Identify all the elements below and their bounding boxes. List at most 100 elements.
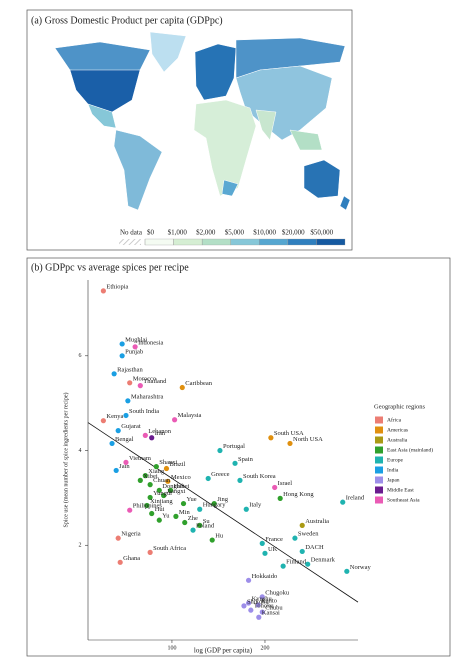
point-label: Australia — [305, 518, 329, 525]
point-label: Zhe — [188, 515, 198, 522]
point — [173, 513, 179, 519]
point-label: Spain — [238, 456, 254, 463]
point-label: Nigeria — [121, 531, 141, 538]
legend-swatch — [375, 486, 383, 494]
point-label: Mexico — [171, 474, 191, 481]
point — [119, 341, 125, 347]
point — [132, 344, 138, 350]
panel-b-frame — [26, 257, 451, 657]
no-data-swatch — [119, 239, 141, 245]
point-label: South Africa — [153, 545, 186, 552]
panel-b-title: (b) GDPpc vs average spices per recipe — [31, 262, 189, 273]
point-label: Morocco — [133, 375, 156, 382]
colorbar-tick-label: $20,000 — [282, 229, 305, 237]
point — [119, 353, 125, 359]
point — [209, 537, 215, 543]
point — [197, 506, 203, 512]
point — [142, 432, 148, 438]
colorbar-bin — [144, 238, 174, 246]
point — [137, 477, 143, 483]
point-label: Gujarat — [121, 423, 141, 430]
trend-line — [87, 422, 359, 603]
colorbar-tick-label: $10,000 — [253, 229, 276, 237]
point — [100, 418, 106, 424]
point — [344, 568, 350, 574]
point — [305, 561, 311, 567]
legend-label: Middle East — [387, 487, 414, 493]
point — [243, 506, 249, 512]
point — [163, 465, 170, 472]
legend-label: Americas — [387, 427, 408, 433]
point — [156, 517, 162, 523]
legend-label: East Asia (mainland) — [387, 446, 433, 453]
point-label: Chubu — [265, 605, 283, 612]
point-label: Kansai — [262, 610, 280, 617]
point-label: Vietnam — [129, 455, 151, 462]
point-label: Tohoku — [254, 603, 275, 610]
point-label: South USA — [274, 430, 304, 437]
point — [115, 428, 121, 434]
point — [259, 540, 265, 546]
point — [125, 398, 131, 404]
point-label: Greece — [211, 471, 230, 478]
colorbar: $0 $1,000 $2,000 $5,000 $10,000 $20,000 $50,00… — [144, 229, 346, 246]
point-label: Chugoku — [265, 589, 290, 596]
point — [153, 464, 159, 470]
point — [147, 549, 153, 555]
colorbar-bin — [259, 238, 289, 246]
point — [167, 487, 174, 493]
point-label: Su — [203, 518, 211, 525]
point — [241, 603, 247, 609]
point-label: Ethiopia — [106, 283, 128, 290]
point-label: Ghana — [123, 555, 140, 562]
point-label: Ireland — [346, 495, 365, 502]
point — [144, 502, 150, 509]
point — [149, 510, 155, 517]
point-label: Xiang — [148, 468, 165, 475]
point — [179, 384, 185, 391]
point — [340, 499, 346, 505]
point-label: Italy — [249, 502, 262, 509]
point — [217, 447, 223, 454]
point — [123, 459, 129, 465]
point-label: Sweden — [298, 531, 319, 538]
point — [156, 487, 162, 493]
point-label: Brazil — [169, 461, 185, 468]
point — [277, 495, 283, 501]
point-label: DACH — [305, 544, 324, 551]
point — [113, 467, 119, 474]
y-axis-label: Spice use (mean number of spice ingredie… — [62, 393, 69, 528]
point-label: Hungary — [203, 502, 226, 509]
point — [117, 559, 123, 565]
point — [259, 594, 265, 600]
panel-a-frame — [26, 9, 353, 251]
point-label: Norway — [350, 564, 372, 571]
point — [115, 535, 121, 541]
point — [280, 563, 286, 569]
colorbar-tick-label: $5,000 — [225, 229, 245, 237]
point-label: Israel — [278, 480, 293, 487]
point — [245, 577, 252, 583]
point-label: Shanxi — [159, 459, 177, 466]
point-label: Hui — [155, 506, 165, 513]
point — [245, 600, 252, 606]
colorbar-tick-label: $2,000 — [196, 229, 216, 237]
point-label: Jiangxi — [167, 488, 186, 495]
point-label: Hu — [215, 533, 224, 540]
y-tick-label: 2 — [79, 543, 82, 549]
point-label: Denmark — [311, 557, 336, 564]
point — [180, 500, 187, 507]
point-label: Iran — [155, 430, 166, 437]
legend-swatch — [375, 456, 383, 464]
point — [299, 522, 305, 528]
legend-swatch — [375, 416, 383, 424]
colorbar-tick-label: $1,000 — [168, 229, 188, 237]
legend-label: Australia — [387, 437, 408, 443]
point-label: Kyushu — [252, 596, 273, 603]
legend-swatch — [375, 496, 383, 504]
point — [205, 475, 211, 482]
colorbar-tick-label: $50,000 — [310, 229, 333, 237]
scatter-plot: 100 200 2 4 6 Ethiopia Morocco Kenya Nigeria Ghan… — [79, 280, 433, 651]
legend-title: Geographic regions — [374, 403, 426, 410]
legend-swatch — [375, 446, 383, 454]
